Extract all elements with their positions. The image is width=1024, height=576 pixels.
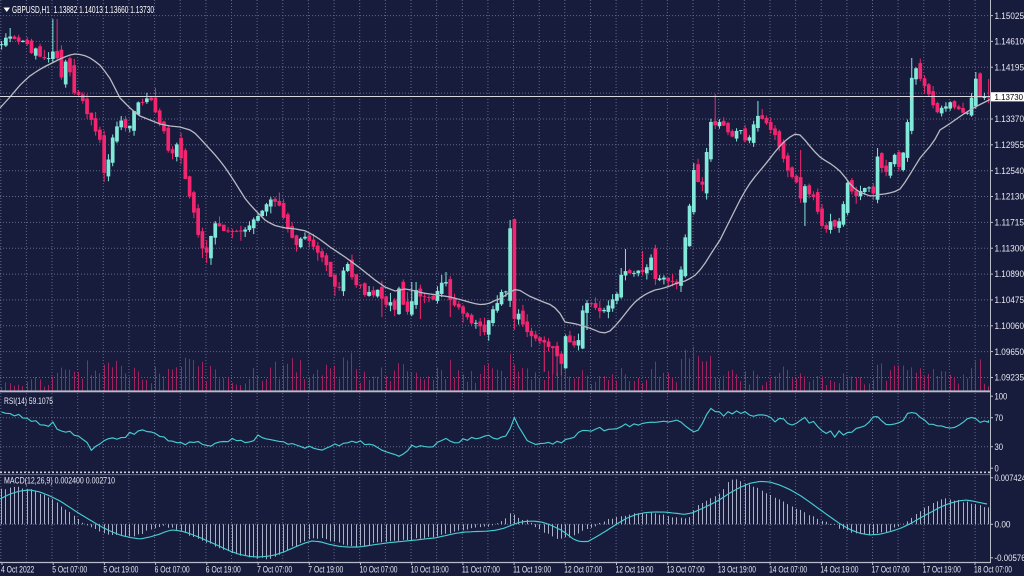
svg-text:30: 30: [995, 442, 1004, 452]
svg-text:17 Oct 07:00: 17 Oct 07:00: [872, 564, 910, 574]
svg-text:0: 0: [995, 463, 999, 473]
svg-text:7 Oct 07:00: 7 Oct 07:00: [257, 564, 292, 574]
svg-text:7 Oct 19:00: 7 Oct 19:00: [308, 564, 343, 574]
svg-text:RSI(14) 59.1075: RSI(14) 59.1075: [4, 396, 53, 406]
svg-text:11 Oct 07:00: 11 Oct 07:00: [462, 564, 500, 574]
svg-text:11 Oct 19:00: 11 Oct 19:00: [513, 564, 551, 574]
svg-text:0.00: 0.00: [995, 520, 1011, 530]
svg-text:14 Oct 07:00: 14 Oct 07:00: [769, 564, 807, 574]
svg-text:5 Oct 07:00: 5 Oct 07:00: [52, 564, 87, 574]
svg-text:12 Oct 19:00: 12 Oct 19:00: [616, 564, 654, 574]
svg-text:1.15025: 1.15025: [995, 11, 1024, 21]
svg-text:1.10890: 1.10890: [995, 269, 1024, 279]
svg-text:1.11715: 1.11715: [995, 218, 1024, 228]
svg-text:100: 100: [995, 391, 1008, 401]
svg-text:GBPUSD,H1 1.13882 1.14013 1.1: GBPUSD,H1 1.13882 1.14013 1.13660 1.1373…: [12, 5, 154, 16]
svg-text:14 Oct 19:00: 14 Oct 19:00: [820, 564, 858, 574]
svg-text:1.14610: 1.14610: [995, 37, 1024, 47]
svg-text:18 Oct 07:00: 18 Oct 07:00: [974, 564, 1012, 574]
svg-text:1.14195: 1.14195: [995, 63, 1024, 73]
svg-text:-0.005762: -0.005762: [995, 553, 1024, 563]
svg-text:4 Oct 2022: 4 Oct 2022: [1, 564, 34, 574]
svg-text:0.007424: 0.007424: [995, 473, 1024, 483]
svg-text:1.09235: 1.09235: [995, 373, 1024, 383]
svg-text:1.13370: 1.13370: [995, 114, 1024, 124]
svg-text:1.10060: 1.10060: [995, 321, 1024, 331]
svg-text:1.11300: 1.11300: [995, 243, 1024, 253]
svg-text:13 Oct 19:00: 13 Oct 19:00: [718, 564, 756, 574]
svg-text:MACD(12,26,9) 0.002400 0.00271: MACD(12,26,9) 0.002400 0.002710: [4, 476, 115, 486]
svg-text:6 Oct 19:00: 6 Oct 19:00: [206, 564, 241, 574]
svg-text:70: 70: [995, 413, 1004, 423]
svg-text:1.12130: 1.12130: [995, 192, 1024, 202]
svg-text:1.10475: 1.10475: [995, 295, 1024, 305]
svg-text:10 Oct 07:00: 10 Oct 07:00: [360, 564, 398, 574]
svg-text:13 Oct 07:00: 13 Oct 07:00: [667, 564, 705, 574]
svg-text:1.13730: 1.13730: [995, 92, 1024, 102]
svg-text:6 Oct 07:00: 6 Oct 07:00: [155, 564, 190, 574]
svg-text:10 Oct 19:00: 10 Oct 19:00: [411, 564, 449, 574]
svg-text:1.12955: 1.12955: [995, 140, 1024, 150]
svg-text:5 Oct 19:00: 5 Oct 19:00: [103, 564, 138, 574]
svg-text:1.12540: 1.12540: [995, 166, 1024, 176]
svg-text:17 Oct 19:00: 17 Oct 19:00: [923, 564, 961, 574]
svg-text:1.09650: 1.09650: [995, 347, 1024, 357]
svg-text:12 Oct 07:00: 12 Oct 07:00: [564, 564, 602, 574]
